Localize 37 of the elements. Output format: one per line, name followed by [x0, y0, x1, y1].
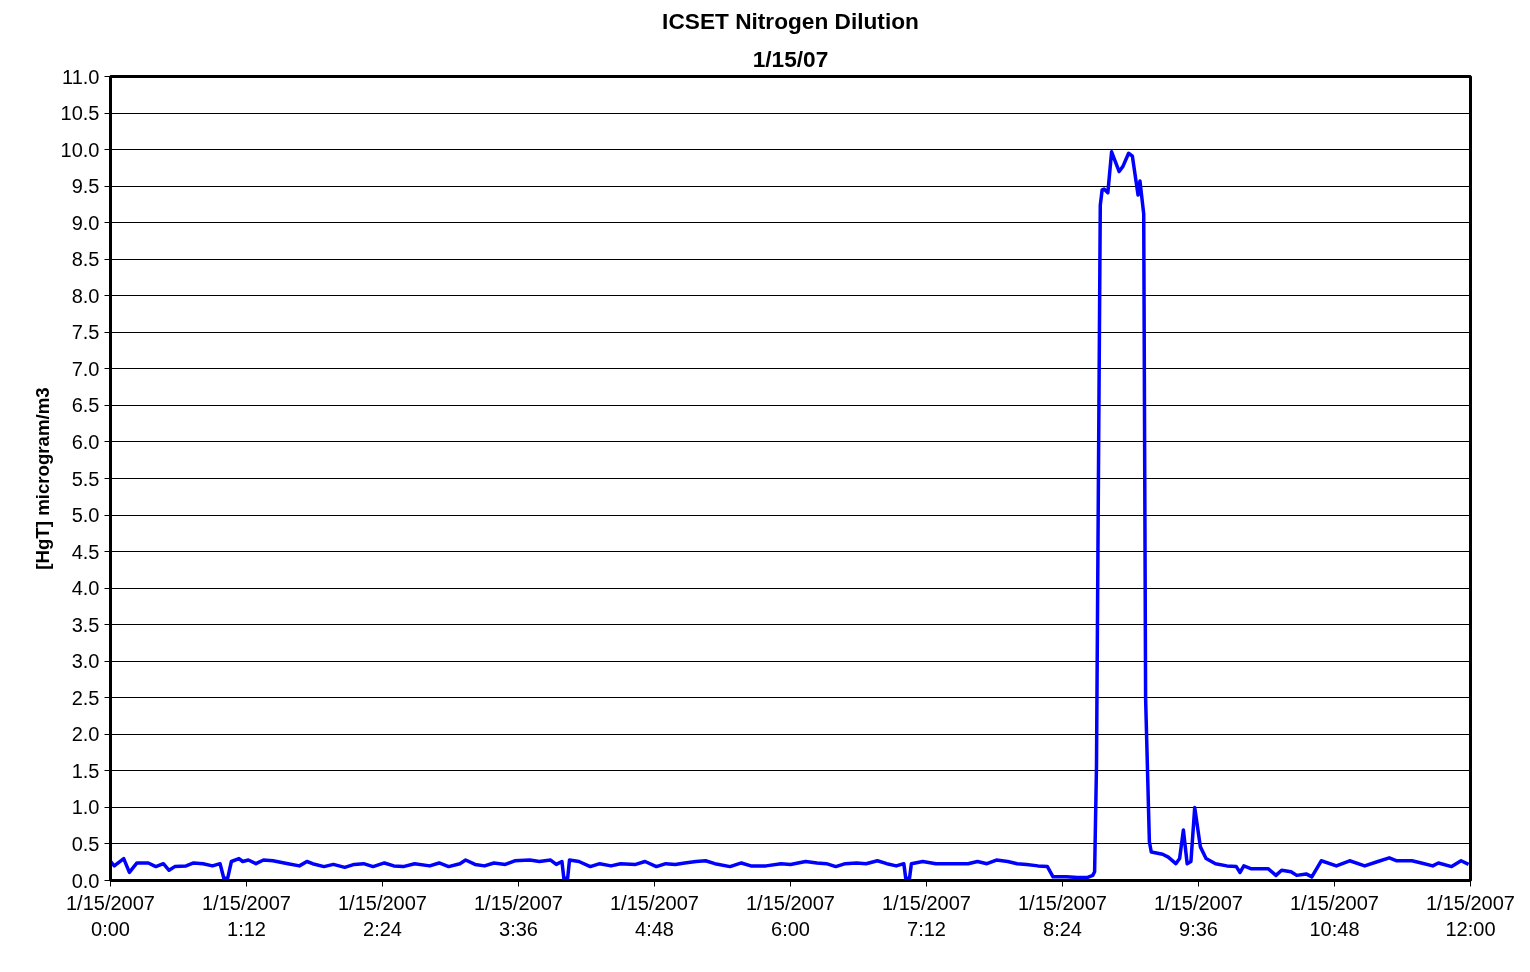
x-tick-label: 1/15/2007 9:36 [1154, 891, 1243, 940]
y-tick-label: 1.0 [71, 796, 100, 819]
x-tick-label: 1/15/2007 4:48 [610, 891, 699, 940]
x-tick-label: 1/15/2007 0:00 [66, 891, 155, 940]
chart-title: ICSET Nitrogen Dilution [662, 7, 919, 34]
x-tick-label: 1/15/2007 10:48 [1290, 891, 1379, 940]
y-axis-title: [HgT] microgram/m3 [31, 387, 53, 570]
y-tick-label: 1.5 [71, 759, 100, 782]
y-tick-label: 9.0 [71, 211, 100, 234]
y-tick-label: 10.0 [60, 138, 100, 161]
x-tick-label: 1/15/2007 1:12 [202, 891, 291, 940]
y-tick-label: 5.0 [71, 504, 100, 527]
x-tick-label: 1/15/2007 6:00 [746, 891, 835, 940]
y-tick-label: 4.5 [71, 540, 100, 563]
y-tick-label: 8.5 [71, 248, 100, 271]
x-tick-label: 1/15/2007 7:12 [882, 891, 971, 940]
y-tick-label: 0.0 [71, 869, 100, 892]
y-tick-label: 7.0 [71, 357, 100, 380]
y-tick-label: 3.5 [71, 613, 100, 636]
y-tick-label: 2.0 [71, 723, 100, 746]
y-tick-label: 6.0 [71, 430, 100, 453]
y-tick-label: 10.5 [60, 102, 100, 125]
y-tick-label: 5.5 [71, 467, 100, 490]
y-tick-label: 8.0 [71, 284, 100, 307]
y-tick-label: 0.5 [71, 832, 100, 855]
y-tick-label: 7.5 [71, 321, 100, 344]
y-tick-label: 4.0 [71, 577, 100, 600]
y-tick-label: 11.0 [62, 65, 100, 88]
chart-subtitle: 1/15/07 [752, 45, 829, 72]
x-tick-label: 1/15/2007 2:24 [338, 891, 427, 940]
y-tick-label: 6.5 [71, 394, 100, 417]
y-tick-label: 3.0 [71, 650, 100, 673]
x-tick-label: 1/15/2007 8:24 [1018, 891, 1107, 940]
y-tick-label: 9.5 [71, 175, 100, 198]
y-tick-label: 2.5 [71, 686, 100, 709]
x-tick-label: 1/15/2007 12:00 [1426, 891, 1515, 940]
x-tick-label: 1/15/2007 3:36 [474, 891, 563, 940]
